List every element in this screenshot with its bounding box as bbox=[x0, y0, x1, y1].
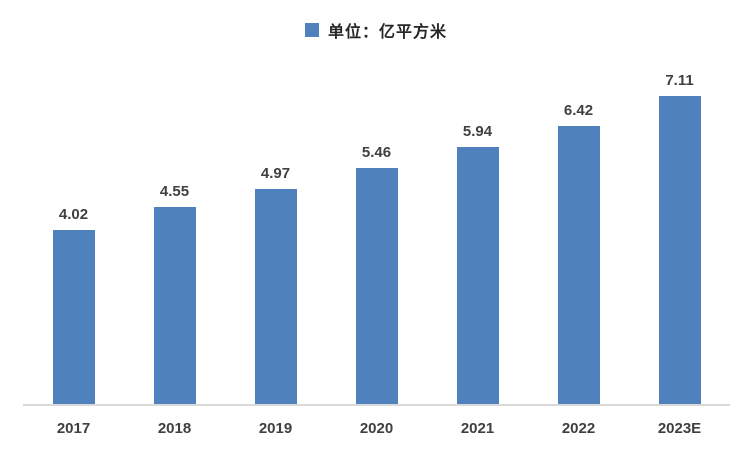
bar-group-2018: 4.55 bbox=[124, 60, 225, 404]
chart-legend: 单位：亿平方米 bbox=[0, 18, 752, 42]
legend-label: 单位：亿平方米 bbox=[327, 24, 447, 41]
bar-group-2023E: 7.11 bbox=[629, 60, 730, 404]
bar-group-2017: 4.02 bbox=[23, 60, 124, 404]
bar-group-2020: 5.46 bbox=[326, 60, 427, 404]
bar bbox=[355, 168, 398, 404]
bar bbox=[52, 230, 95, 404]
bar bbox=[456, 147, 499, 404]
legend-swatch-icon bbox=[304, 23, 319, 37]
bar bbox=[254, 189, 297, 404]
bar bbox=[557, 126, 600, 404]
bar-group-2019: 4.97 bbox=[225, 60, 326, 404]
x-axis-label: 2022 bbox=[561, 420, 596, 437]
x-axis-label: 2023E bbox=[657, 420, 702, 437]
bar-value-label: 4.55 bbox=[159, 183, 190, 200]
bar-value-label: 6.42 bbox=[563, 102, 594, 119]
bar-value-label: 5.46 bbox=[361, 144, 392, 161]
bar bbox=[153, 207, 196, 404]
x-axis-label: 2017 bbox=[56, 420, 91, 437]
bar-value-label: 7.11 bbox=[665, 72, 694, 89]
bar bbox=[658, 96, 701, 404]
bar-value-label: 5.94 bbox=[462, 123, 493, 140]
bar-value-label: 4.97 bbox=[260, 165, 291, 182]
bar-group-2021: 5.94 bbox=[427, 60, 528, 404]
x-axis: 2017 2018 2019 2020 2021 2022 2023E bbox=[23, 420, 730, 437]
x-axis-label: 2018 bbox=[157, 420, 192, 437]
x-axis-label: 2019 bbox=[258, 420, 293, 437]
x-axis-label: 2020 bbox=[359, 420, 394, 437]
x-axis-label: 2021 bbox=[460, 420, 495, 437]
bar-group-2022: 6.42 bbox=[528, 60, 629, 404]
bar-value-label: 4.02 bbox=[58, 206, 89, 223]
plot-area: 4.02 4.55 4.97 5.46 5.94 6.42 7.11 bbox=[23, 60, 730, 406]
bars-row: 4.02 4.55 4.97 5.46 5.94 6.42 7.11 bbox=[23, 60, 730, 404]
